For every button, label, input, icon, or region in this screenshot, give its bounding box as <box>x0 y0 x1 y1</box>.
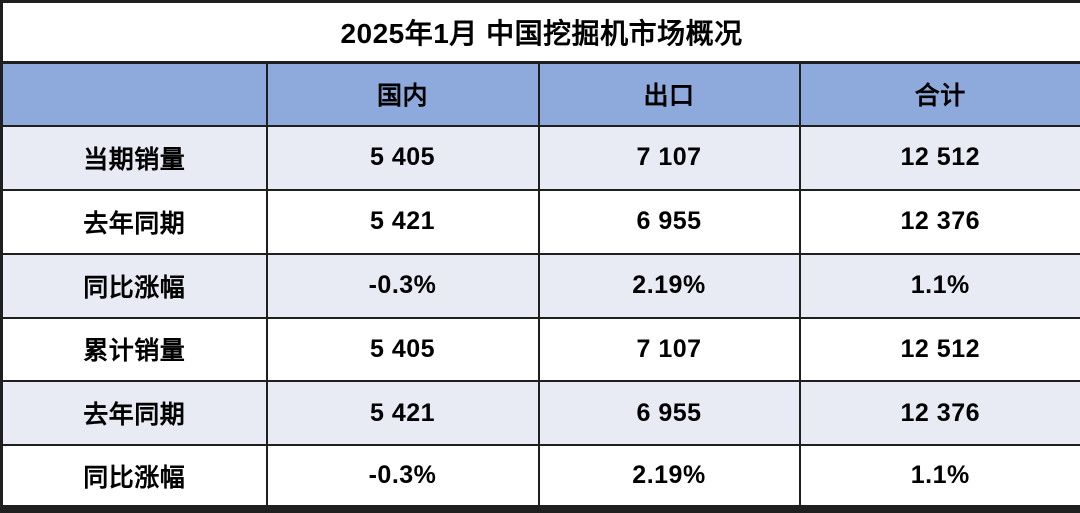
cell-export: 6 955 <box>537 380 801 447</box>
cell-domestic: 5 405 <box>265 125 540 191</box>
header-row: 国内 出口 合计 <box>0 60 1080 128</box>
cell-total: 12 512 <box>798 125 1080 191</box>
cell-export: 6 955 <box>537 188 801 255</box>
cell-domestic: 5 421 <box>265 380 540 447</box>
row-label: 去年同期 <box>0 380 268 447</box>
row-label: 同比涨幅 <box>0 252 268 319</box>
table-row-current-sales: 当期销量 5 405 7 107 12 512 <box>0 125 1080 191</box>
cell-export: 7 107 <box>537 125 801 191</box>
row-label: 当期销量 <box>0 125 268 191</box>
cell-total: 12 376 <box>798 188 1080 255</box>
table-row-cumulative-sales: 累计销量 5 405 7 107 12 512 <box>0 316 1080 383</box>
cell-total: 1.1% <box>798 252 1080 319</box>
table-row-yoy-change-cumulative: 同比涨幅 -0.3% 2.19% 1.1% <box>0 444 1080 513</box>
cell-export: 2.19% <box>537 444 801 513</box>
column-header-blank <box>0 60 268 128</box>
row-label: 累计销量 <box>0 316 268 383</box>
row-label: 同比涨幅 <box>0 444 268 513</box>
table-row-yoy-change: 同比涨幅 -0.3% 2.19% 1.1% <box>0 252 1080 319</box>
cell-export: 2.19% <box>537 252 801 319</box>
cell-domestic: 5 421 <box>265 188 540 255</box>
cell-domestic: -0.3% <box>265 252 540 319</box>
cell-export: 7 107 <box>537 316 801 383</box>
cell-total: 1.1% <box>798 444 1080 513</box>
cell-domestic: 5 405 <box>265 316 540 383</box>
column-header-total: 合计 <box>798 60 1080 128</box>
page-title: 2025年1月 中国挖掘机市场概况 <box>0 0 1080 64</box>
row-label: 去年同期 <box>0 188 268 255</box>
column-header-export: 出口 <box>537 60 801 128</box>
table-row-last-year-period: 去年同期 5 421 6 955 12 376 <box>0 188 1080 255</box>
cell-domestic: -0.3% <box>265 444 540 513</box>
table-row-last-year-period-cumulative: 去年同期 5 421 6 955 12 376 <box>0 380 1080 447</box>
cell-total: 12 376 <box>798 380 1080 447</box>
cell-total: 12 512 <box>798 316 1080 383</box>
column-header-domestic: 国内 <box>265 60 540 128</box>
title-row: 2025年1月 中国挖掘机市场概况 <box>0 0 1080 64</box>
